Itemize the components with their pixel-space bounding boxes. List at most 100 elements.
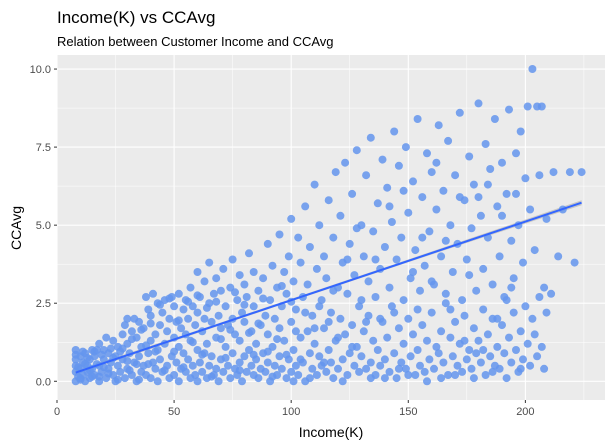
data-point bbox=[174, 316, 183, 325]
data-point bbox=[359, 252, 368, 261]
data-point bbox=[324, 346, 333, 354]
data-point bbox=[441, 236, 450, 245]
data-point bbox=[170, 347, 179, 356]
data-point bbox=[137, 325, 146, 334]
data-point bbox=[156, 355, 164, 364]
data-point bbox=[263, 347, 272, 356]
data-point bbox=[266, 296, 275, 305]
data-point bbox=[224, 361, 232, 370]
data-point bbox=[404, 208, 413, 217]
data-point bbox=[193, 268, 202, 276]
data-point bbox=[577, 168, 586, 177]
data-point bbox=[434, 349, 443, 358]
data-point bbox=[296, 333, 305, 342]
data-point bbox=[336, 211, 345, 220]
data-point bbox=[498, 321, 506, 330]
data-point bbox=[526, 361, 535, 370]
data-point bbox=[387, 218, 396, 226]
data-point bbox=[334, 364, 342, 373]
data-point bbox=[394, 324, 403, 333]
data-point bbox=[327, 308, 335, 317]
data-point bbox=[554, 252, 563, 261]
data-point bbox=[135, 317, 143, 326]
chart-subtitle: Relation between Customer Income and CCA… bbox=[57, 34, 334, 49]
data-point bbox=[233, 296, 242, 305]
data-point bbox=[212, 364, 221, 373]
data-point bbox=[305, 349, 314, 358]
trend-line bbox=[75, 201, 582, 374]
data-point bbox=[502, 374, 511, 383]
data-point bbox=[418, 321, 427, 330]
y-axis-title: CCAvg bbox=[8, 206, 24, 250]
data-point bbox=[390, 349, 399, 358]
data-point bbox=[427, 277, 436, 286]
data-point bbox=[498, 158, 506, 167]
data-point bbox=[95, 372, 104, 381]
data-point bbox=[409, 177, 417, 186]
data-point bbox=[362, 364, 371, 373]
data-point bbox=[530, 330, 539, 339]
data-point bbox=[238, 377, 246, 386]
data-point bbox=[479, 346, 488, 354]
data-point bbox=[355, 367, 364, 376]
data-point bbox=[327, 358, 335, 367]
data-point bbox=[184, 297, 193, 306]
data-point bbox=[385, 367, 394, 376]
data-point bbox=[245, 249, 253, 258]
data-point bbox=[287, 317, 296, 326]
data-point bbox=[483, 330, 492, 339]
data-point bbox=[430, 364, 438, 373]
data-point bbox=[151, 347, 160, 356]
data-point bbox=[74, 363, 83, 372]
data-point bbox=[249, 350, 258, 359]
data-point bbox=[146, 374, 155, 383]
data-point bbox=[505, 105, 513, 114]
data-point bbox=[462, 255, 471, 264]
data-point bbox=[102, 333, 111, 342]
data-point bbox=[160, 366, 169, 375]
data-point bbox=[268, 261, 277, 270]
data-point bbox=[411, 246, 420, 255]
data-point bbox=[268, 372, 277, 381]
data-point bbox=[305, 374, 314, 383]
data-point bbox=[507, 283, 516, 292]
data-point bbox=[151, 330, 160, 339]
data-point bbox=[322, 367, 331, 376]
x-tick-label: 100 bbox=[282, 406, 300, 418]
data-point bbox=[165, 314, 174, 323]
data-point bbox=[277, 282, 286, 290]
data-point bbox=[509, 308, 518, 317]
data-point bbox=[334, 333, 342, 342]
data-point bbox=[113, 375, 122, 384]
data-point bbox=[432, 205, 441, 214]
data-point bbox=[310, 339, 319, 348]
data-point bbox=[312, 264, 321, 273]
data-point bbox=[380, 355, 389, 364]
data-point bbox=[385, 283, 394, 292]
data-point bbox=[512, 149, 520, 158]
data-point bbox=[99, 363, 108, 372]
data-point bbox=[193, 377, 202, 386]
x-tick-label: 150 bbox=[399, 406, 417, 418]
data-point bbox=[498, 211, 506, 220]
data-point bbox=[453, 361, 462, 370]
data-point bbox=[291, 361, 300, 370]
data-point bbox=[502, 189, 511, 198]
data-point bbox=[523, 102, 532, 111]
data-point bbox=[303, 327, 312, 336]
data-point bbox=[476, 211, 485, 220]
data-point bbox=[465, 346, 474, 354]
data-point bbox=[212, 274, 221, 283]
data-point bbox=[455, 193, 464, 202]
data-point bbox=[348, 189, 357, 198]
data-point bbox=[413, 115, 422, 123]
data-point bbox=[308, 364, 317, 373]
data-point bbox=[383, 333, 392, 342]
data-point bbox=[448, 268, 457, 276]
data-point bbox=[488, 280, 497, 289]
data-point bbox=[348, 321, 357, 330]
data-point bbox=[364, 311, 373, 320]
data-point bbox=[476, 358, 485, 367]
data-point bbox=[441, 299, 450, 308]
data-point bbox=[144, 360, 153, 369]
